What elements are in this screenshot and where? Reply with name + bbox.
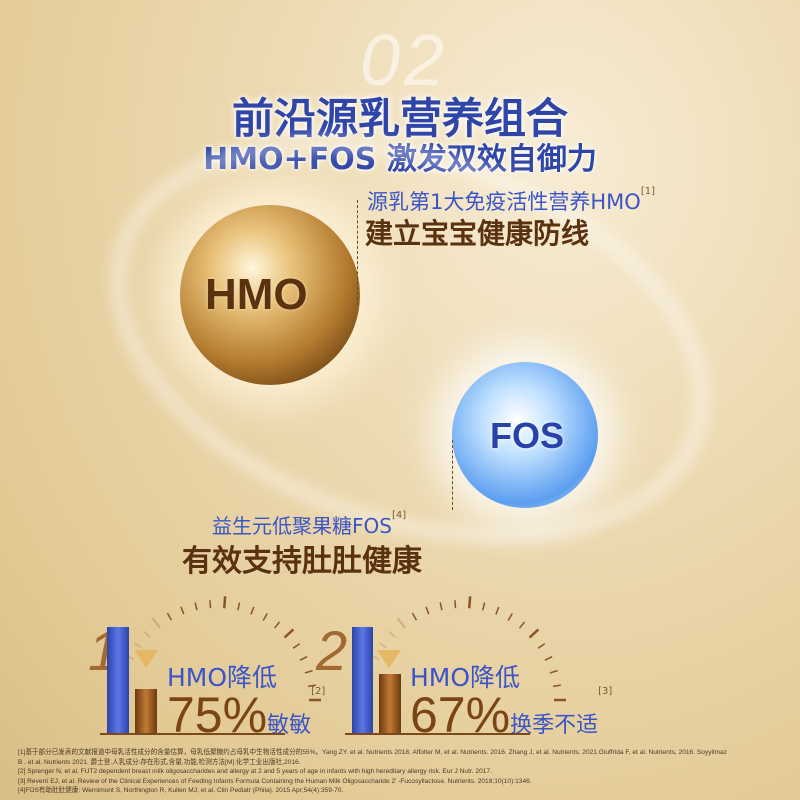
gauge-tick — [528, 628, 540, 639]
fos-headline: 有效支持肚肚健康 — [182, 544, 422, 579]
gauge-tick — [439, 602, 443, 611]
gauge-tick — [151, 617, 162, 629]
hmo-headline: 建立宝宝健康防线 — [365, 217, 590, 250]
gauge-tick — [507, 613, 513, 621]
stat-2-label: HMO降低 — [410, 663, 521, 692]
stat-1-baseline-bar — [107, 627, 129, 734]
gauge-tick — [454, 600, 457, 609]
stat-2-index: 2 — [316, 619, 348, 682]
gauge-tick — [467, 596, 472, 609]
footnote: [2] Sprenger N, et al. FUT2 dependent br… — [18, 768, 492, 776]
footnote: [1]基于部分已发表的文献报道中母乳活性成分的含量估算，母乳低聚糖约占母乳中生物… — [18, 749, 727, 756]
gauge-tick — [388, 630, 396, 638]
fos-sphere-label: FOS — [490, 415, 565, 456]
fos-desc-text: 益生元低聚果糖FOS — [212, 514, 392, 538]
hmo-sphere — [180, 205, 360, 385]
footnote: [4]FOS有助肚肚健康: Wernimont S, Northington R… — [18, 787, 344, 795]
gauge-tick — [518, 621, 526, 629]
fos-desc: 益生元低聚果糖FOS[4] — [212, 510, 406, 539]
stat-2-ref: [3] — [598, 686, 613, 697]
gauge-tick — [222, 596, 227, 609]
gauge-tick — [250, 606, 255, 615]
gauge-tick — [544, 656, 553, 661]
fos-ref: [4] — [391, 510, 407, 521]
stat-1-value-row: 75%敏敏[2] — [167, 686, 325, 744]
gauge-tick — [425, 606, 430, 615]
stat-2-baseline-bar — [352, 627, 373, 734]
gauge-tick — [180, 606, 185, 615]
gauge-tick — [307, 684, 317, 688]
gauge-tick — [292, 643, 301, 649]
hmo-desc-text: 源乳第1大免疫活性营养HMO — [367, 190, 641, 214]
stat-1-ref: [2] — [311, 686, 326, 697]
gauge-tick — [283, 628, 295, 639]
gauge-tick — [552, 684, 562, 688]
stat-1-down-arrow-icon — [134, 650, 158, 668]
stat-1-baseline — [100, 733, 285, 735]
page-title: 前沿源乳营养组合 — [231, 94, 568, 143]
gauge-tick — [209, 600, 212, 609]
gauge-tick — [262, 613, 268, 621]
stat-1-label: HMO降低 — [167, 663, 278, 692]
stat-2-down-arrow-icon — [377, 650, 401, 668]
gauge-tick — [396, 617, 407, 629]
gauge-tick — [273, 621, 281, 629]
gauge-tick — [299, 656, 308, 661]
gauge-tick — [143, 630, 151, 638]
gauge-tick — [379, 642, 387, 649]
gauge-tick — [166, 612, 173, 621]
footnotes: [1]基于部分已发表的文献报道中母乳活性成分的含量估算，母乳低聚糖约占母乳中生物… — [18, 748, 727, 796]
stat-2-value-row: 67%换季不适[3] — [410, 686, 612, 744]
footnote: B . et al. Nutrients 2021. 爵士登.人乳成分:存在形式… — [18, 758, 301, 766]
gauge-tick — [482, 602, 486, 611]
gauge-tick — [194, 602, 198, 611]
footnote: [3] Reverri EJ, et al. Review of the Cli… — [18, 777, 532, 785]
gauge-tick — [237, 602, 241, 611]
hmo-desc: 源乳第1大免疫活性营养HMO[1] — [367, 186, 655, 216]
stat-1-hmo-bar — [135, 689, 157, 734]
gauge-tick — [549, 669, 558, 674]
fos-leader-line — [452, 440, 453, 510]
stat-2-hmo-bar — [379, 674, 401, 734]
hmo-leader-line — [357, 200, 358, 305]
page-subtitle: HMO+FOS 激发双效自御力 — [203, 142, 597, 177]
gauge-tick — [304, 669, 313, 674]
section-number: 02 — [360, 21, 449, 101]
fos-sphere — [452, 362, 598, 508]
hmo-ref: [1] — [640, 186, 655, 197]
stat-2-baseline — [345, 733, 530, 735]
gauge-tick — [411, 612, 418, 621]
gauge-tick — [495, 606, 500, 615]
hmo-sphere-label: HMO — [205, 270, 308, 319]
gauge-tick — [134, 642, 142, 649]
gauge-tick — [537, 643, 546, 649]
